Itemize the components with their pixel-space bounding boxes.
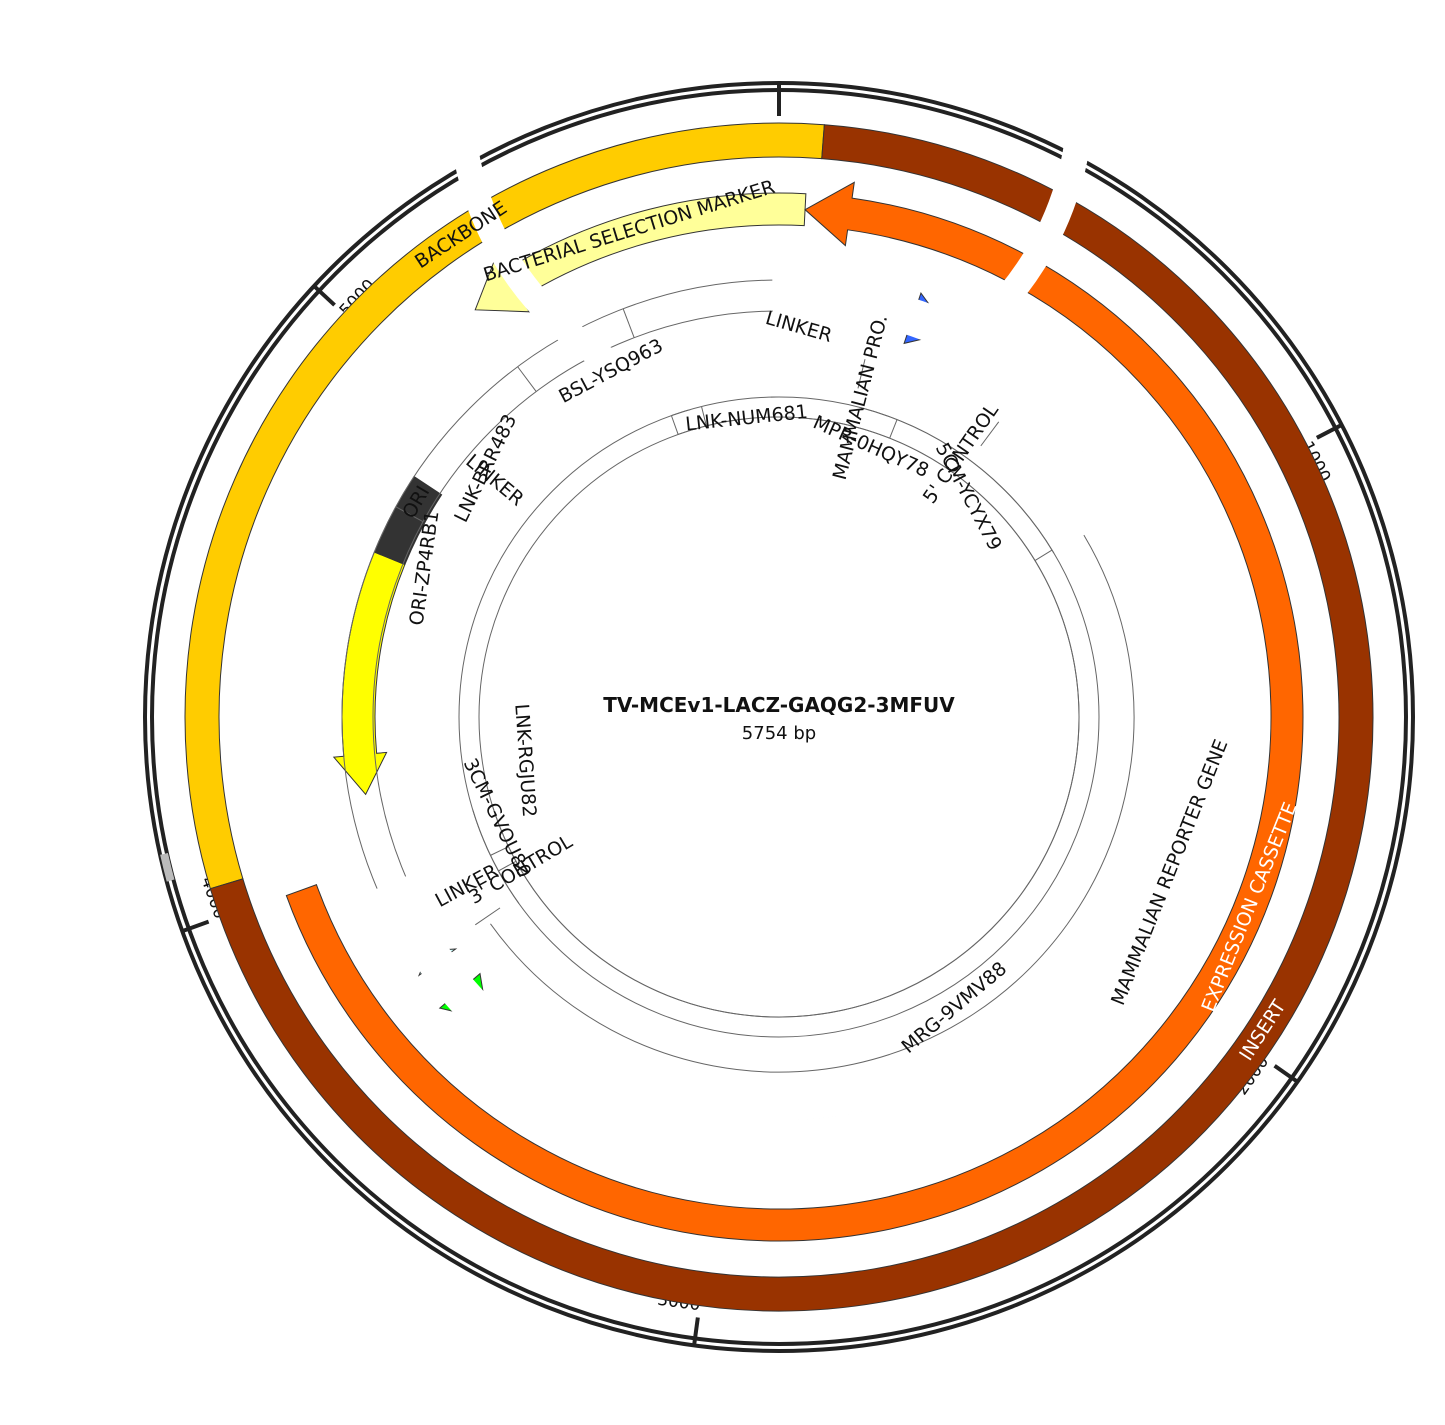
small-ring-inner	[478, 416, 1080, 1018]
expression-cassette-arc[interactable]	[285, 181, 1304, 1242]
track-separator	[670, 415, 679, 435]
inner-label: MPR-0HQY78	[810, 411, 932, 482]
ticks: 10002000300040005000	[160, 276, 1344, 1347]
plasmid-length: 5754 bp	[742, 723, 816, 744]
track-separator	[857, 359, 866, 389]
plasmid-name: TV-MCEv1-LACZ-GAQG2-3MFUV	[603, 693, 955, 717]
track-separator	[701, 406, 707, 427]
small-track-bottom-outer	[472, 809, 520, 904]
inner-label: LNK-BRR483	[450, 411, 521, 526]
small-track-top-inner	[677, 416, 1038, 564]
inner-label: MRG-9VMV88	[897, 958, 1011, 1058]
tick-mark	[1315, 422, 1344, 440]
small-track-right	[534, 563, 1080, 1018]
track-separator	[474, 907, 501, 926]
track-separator	[490, 846, 509, 856]
track-separator	[622, 308, 635, 338]
inner-track	[341, 0, 1219, 1157]
tick-mark	[1273, 1064, 1300, 1085]
track-separator	[980, 421, 1000, 447]
track-separator	[498, 860, 517, 872]
small-track-bottom-inner	[491, 803, 536, 893]
small-ring-outer	[458, 396, 1100, 1038]
track-separator	[889, 419, 898, 439]
insert-arc[interactable]	[209, 124, 1374, 1312]
inner-label: LNK-RGJU82	[510, 703, 540, 818]
tick-mark	[691, 1317, 700, 1347]
tick-mark	[311, 283, 336, 307]
ring-marker	[160, 852, 175, 882]
tick-mark	[180, 919, 210, 934]
mid-track-right	[490, 534, 1135, 1073]
track-separator	[517, 366, 537, 392]
track-separator	[395, 506, 424, 523]
ring-gap	[447, 0, 1094, 421]
small-track-top-outer	[671, 396, 1055, 554]
track-separator	[1034, 549, 1053, 561]
ring-gap	[374, 277, 1219, 1157]
